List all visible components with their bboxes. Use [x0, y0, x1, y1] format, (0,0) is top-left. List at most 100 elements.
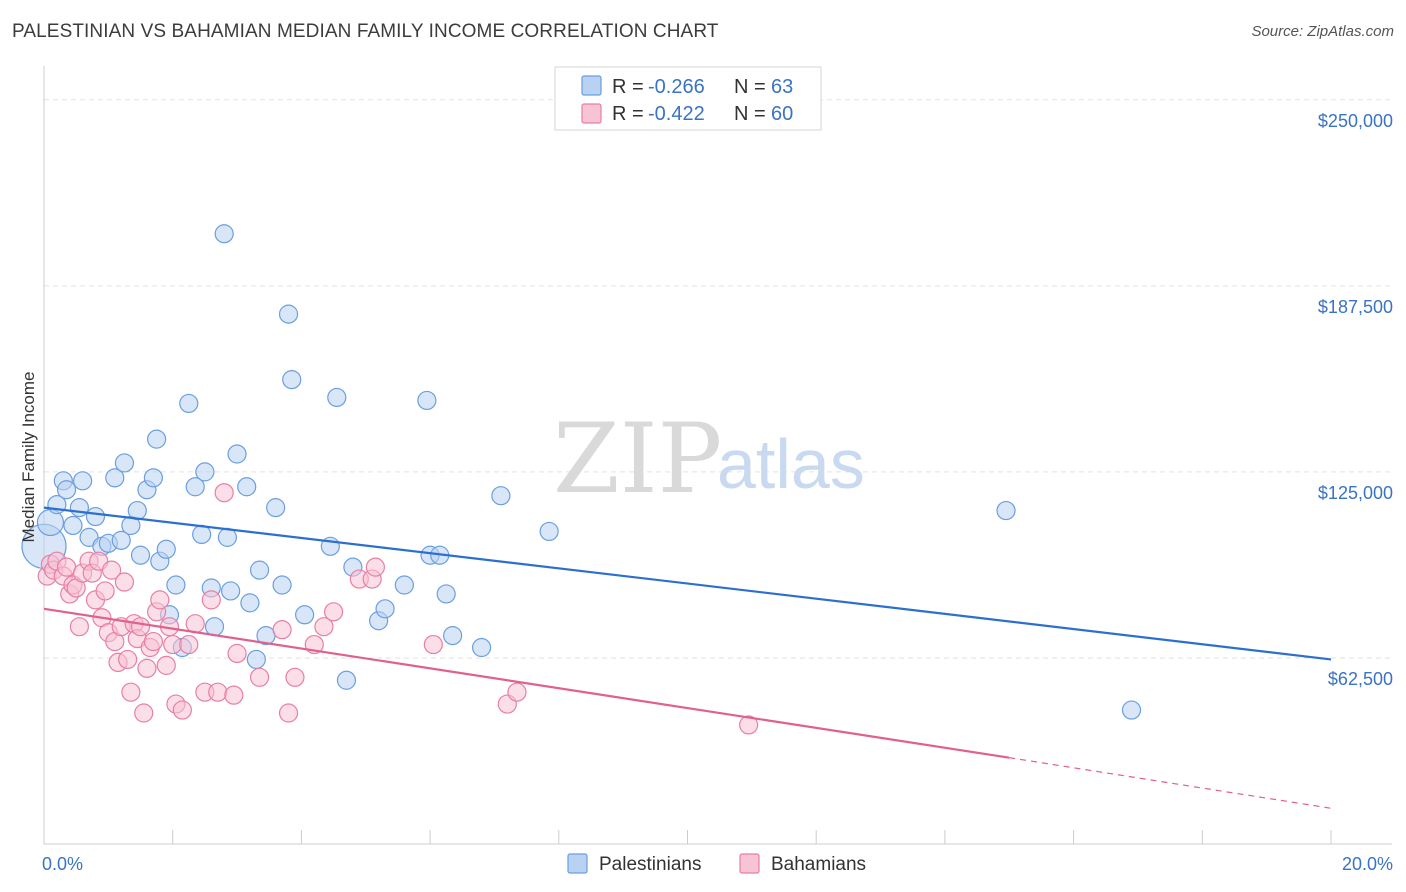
palestinian-point: [240, 593, 260, 613]
palestinian-point: [63, 515, 83, 536]
bahamian-point: [134, 703, 154, 723]
palestinian-point: [272, 575, 292, 595]
palestinian-point: [375, 599, 395, 619]
palestinian-point: [394, 575, 414, 595]
palestinian-point: [179, 393, 199, 414]
watermark-atlas: atlas: [717, 425, 865, 503]
bahamian-point: [118, 649, 138, 670]
bahamian-point: [101, 560, 122, 580]
y-tick-label: $187,500: [1318, 297, 1393, 317]
bahamian-point: [227, 643, 247, 664]
bottom-legend-swatch-palestinians: [567, 853, 588, 874]
legend-n-value-palestinians: 63: [771, 76, 793, 98]
legend-n-value-bahamians: 60: [771, 103, 793, 125]
bahamian-point: [278, 703, 299, 723]
bahamian-point: [121, 682, 141, 702]
palestinian-trend-line: [43, 506, 1332, 661]
bahamian-point: [143, 631, 163, 652]
bottom-legend-label-palestinians: Palestinians: [599, 854, 701, 875]
trend-lines: [43, 506, 1332, 809]
axes: [43, 66, 1392, 845]
bahamian-point: [179, 634, 199, 655]
legend-r-label: R =: [612, 103, 644, 125]
palestinian-point: [539, 521, 559, 542]
palestinian-point: [156, 539, 176, 559]
bahamian-point: [201, 590, 221, 610]
x-tick-label-max: 20.0%: [1342, 854, 1393, 874]
legend-r-value-bahamians: -0.422: [648, 103, 705, 125]
legend-swatch-palestinians: [581, 75, 602, 96]
palestinian-point: [147, 429, 167, 449]
palestinian-point: [111, 530, 131, 550]
palestinian-point: [237, 477, 257, 497]
palestinian-point: [436, 584, 456, 604]
bahamian-point: [423, 634, 443, 655]
palestinian-point: [278, 304, 299, 324]
bahamian-point: [150, 590, 170, 610]
bahamian-point: [69, 617, 89, 637]
bahamian-point: [95, 581, 115, 601]
data-points: [21, 224, 1142, 735]
legend-n-label: N =: [734, 76, 766, 98]
legend-r-label: R =: [612, 76, 644, 98]
palestinian-point: [295, 605, 315, 625]
bahamian-point: [185, 614, 205, 634]
palestinian-point: [491, 486, 511, 506]
palestinian-point: [69, 498, 89, 518]
legend-swatch-bahamians: [581, 103, 602, 124]
bahamian-point: [114, 572, 135, 592]
bahamian-point: [249, 667, 270, 687]
source-label: Source: ZipAtlas.com: [1251, 23, 1394, 40]
watermark: ZIP atlas: [553, 403, 865, 515]
palestinian-point: [214, 224, 234, 244]
grid-lines: [44, 99, 1392, 659]
bottom-legend-swatch-bahamians: [739, 853, 760, 874]
palestinian-point: [221, 581, 241, 601]
palestinian-point: [227, 444, 247, 464]
bahamian-point: [314, 617, 334, 637]
palestinian-point: [105, 468, 125, 488]
bahamian-point: [214, 483, 234, 503]
x-tick-labels: 0.0% 20.0%: [42, 854, 1393, 874]
watermark-zip: ZIP: [553, 403, 722, 515]
palestinian-point: [130, 545, 151, 565]
legend-r-value-palestinians: -0.266: [648, 76, 705, 98]
bahamian-trend-line-extrapolated: [1009, 757, 1332, 809]
palestinian-point: [143, 468, 163, 488]
bahamian-point: [739, 715, 759, 735]
palestinian-point: [192, 524, 212, 545]
palestinian-point: [246, 649, 266, 670]
bahamian-point: [224, 685, 244, 705]
bahamian-point: [130, 617, 151, 637]
palestinian-point: [282, 370, 302, 390]
bahamian-point: [137, 658, 157, 678]
bahamian-trend-line: [43, 607, 1010, 759]
palestinian-point: [185, 477, 205, 497]
bottom-legend: Palestinians Bahamians: [567, 853, 866, 875]
palestinian-point: [204, 617, 225, 637]
y-axis-label: Median Family Income: [19, 371, 38, 542]
palestinian-point: [56, 480, 77, 500]
palestinian-point: [73, 471, 93, 491]
palestinian-point: [114, 453, 135, 473]
palestinian-point: [336, 670, 357, 690]
palestinian-point: [266, 498, 286, 518]
y-tick-label: $250,000: [1318, 111, 1393, 131]
y-tick-label: $125,000: [1318, 483, 1393, 503]
bahamian-point: [56, 557, 77, 577]
x-tick-label-min: 0.0%: [42, 854, 83, 874]
bahamian-point: [323, 602, 344, 622]
bahamian-point: [163, 634, 183, 655]
palestinian-point: [195, 462, 215, 482]
bahamian-point: [172, 700, 192, 720]
palestinian-point: [85, 506, 106, 527]
palestinian-point: [327, 387, 347, 408]
palestinian-point: [166, 575, 186, 595]
palestinian-point: [249, 560, 270, 580]
y-tick-labels: $62,500 $125,000 $187,500 $250,000: [1318, 111, 1393, 689]
legend-box: R = -0.266 N = 63 R = -0.422 N = 60: [554, 66, 822, 131]
legend-n-label: N =: [734, 103, 766, 125]
palestinian-point: [1121, 700, 1142, 720]
bahamian-point: [285, 667, 305, 687]
